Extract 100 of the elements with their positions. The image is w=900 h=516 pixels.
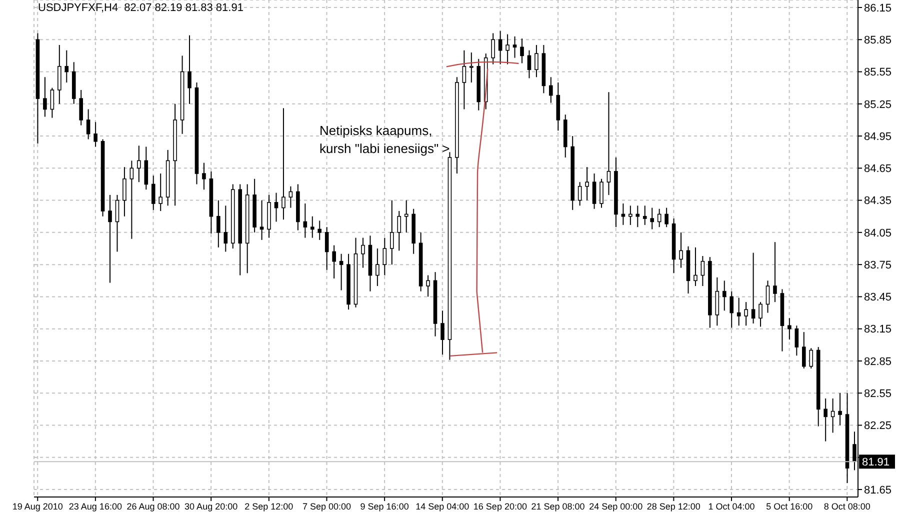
x-tick-label: 16 Sep 20:00 [473, 501, 527, 512]
candlestick [144, 146, 148, 190]
candlestick [585, 166, 589, 201]
x-tick-label: 7 Sep 00:00 [302, 501, 352, 512]
candlestick [506, 34, 510, 65]
candlestick [679, 232, 683, 268]
candlestick [592, 173, 596, 210]
candlestick [260, 200, 264, 240]
candlestick [498, 30, 502, 65]
candlestick [462, 50, 466, 110]
candlestick [520, 38, 524, 64]
y-tick-label: 86.15 [864, 2, 892, 14]
candlestick [534, 44, 538, 78]
x-tick-label: 9 Sep 16:00 [360, 501, 409, 512]
candlestick [715, 276, 720, 326]
candlestick [397, 210, 402, 252]
candlestick [404, 200, 408, 233]
candlestick [426, 274, 430, 298]
candlestick [332, 244, 336, 279]
candlestick [512, 36, 517, 58]
y-tick-label: 84.95 [864, 130, 892, 143]
ref-line-label: 81.91 [862, 456, 890, 469]
x-tick-label: 1 Oct 04:00 [708, 501, 755, 512]
candlestick [274, 192, 278, 222]
candlestick [361, 237, 365, 268]
candlestick [736, 297, 741, 326]
chart-title: USDJPYFXF,H4 82.07 82.19 81.83 81.91 [38, 2, 244, 14]
x-tick-label: 23 Aug 16:00 [68, 501, 122, 512]
candlestick [440, 310, 444, 356]
x-tick-label: 21 Sep 08:00 [531, 501, 585, 512]
candlestick [382, 237, 387, 276]
candlestick [650, 207, 654, 230]
candlestick [188, 34, 192, 104]
candlestick [216, 200, 220, 248]
candlestick [158, 173, 162, 212]
candlestick [43, 76, 47, 118]
candlestick [606, 92, 611, 196]
y-tick-label: 85.25 [864, 98, 892, 111]
candlestick [830, 398, 835, 434]
candlestick [64, 50, 69, 83]
y-tick-label: 83.75 [864, 259, 892, 272]
x-tick-label: 26 Aug 08:00 [126, 501, 180, 512]
x-tick-label: 2 Sep 12:00 [244, 501, 294, 512]
candlestick [578, 182, 582, 206]
candlestick [751, 252, 756, 324]
y-tick-label: 82.55 [864, 388, 892, 400]
x-tick-label: 19 Aug 2010 [12, 501, 63, 512]
candlestick [838, 392, 842, 426]
candlestick [700, 256, 705, 286]
candlestick [224, 205, 228, 252]
candlestick [788, 318, 792, 340]
candlestick [657, 208, 662, 228]
candlestick [642, 205, 647, 226]
y-tick-label: 83.45 [864, 292, 892, 304]
candlestick [115, 194, 120, 252]
x-tick-label: 30 Aug 20:00 [184, 501, 238, 512]
annotation: Netipisks kaapums, kursh "labi ienesiigs" > [320, 122, 450, 158]
candlestick [722, 280, 726, 312]
candlestick [802, 332, 806, 369]
y-tick-label: 82.85 [864, 356, 892, 368]
candlestick [766, 280, 770, 314]
candlestick [50, 87, 54, 118]
candlestick [549, 76, 553, 104]
x-tick-label: 28 Sep 12:00 [646, 501, 700, 512]
candlestick [318, 220, 322, 240]
candlestick [600, 178, 604, 208]
y-tick-label: 84.05 [864, 227, 892, 240]
candlestick [310, 216, 314, 238]
candlestick [636, 205, 640, 228]
y-tick-label: 82.25 [864, 420, 892, 432]
candlestick [94, 122, 98, 148]
candlestick [744, 302, 748, 326]
candlestick [202, 162, 206, 190]
y-tick-label: 83.15 [864, 324, 892, 336]
x-tick-label: 5 Oct 16:00 [766, 501, 813, 512]
candlestick [390, 200, 394, 266]
candlestick [151, 175, 156, 210]
candlestick [376, 248, 380, 286]
candlestick [491, 32, 495, 65]
x-tick-label: 24 Sep 00:00 [589, 501, 643, 512]
candlestick [130, 160, 134, 240]
candlestick [773, 242, 777, 303]
candlestick [794, 325, 799, 356]
candlestick [527, 50, 532, 79]
candlestick [282, 108, 286, 220]
y-tick-label: 84.35 [864, 195, 892, 208]
candlestick [809, 348, 814, 369]
candlestick [86, 108, 90, 140]
candlestick [470, 52, 474, 83]
candlestick [324, 226, 329, 270]
candlestick [79, 89, 83, 126]
x-tick-label: 8 Oct 08:00 [824, 501, 870, 512]
x-tick-label: 14 Sep 04:00 [416, 501, 470, 512]
y-tick-label: 84.65 [864, 163, 892, 176]
candlestick [303, 203, 308, 238]
y-tick-label: 85.55 [864, 66, 892, 79]
candlestick [824, 398, 828, 442]
candlestick [694, 246, 698, 286]
candlestick [137, 145, 141, 183]
candlestick [664, 207, 668, 228]
